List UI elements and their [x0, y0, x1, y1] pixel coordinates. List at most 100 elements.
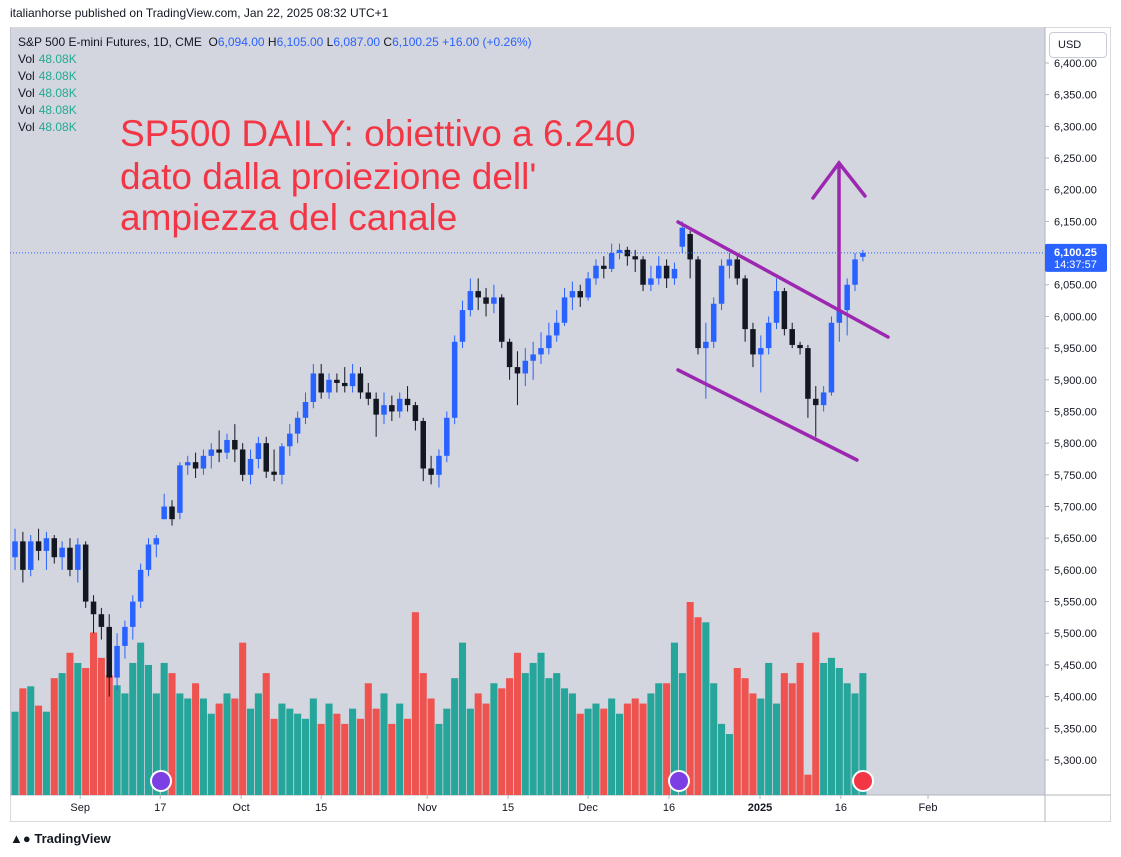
ohlc-line: S&P 500 E-mini Futures, 1D, CME O6,094.0…	[18, 34, 532, 51]
candle-body	[137, 569, 144, 602]
brand: TradingView	[34, 831, 111, 846]
volume-bar	[686, 602, 694, 795]
candle-body	[35, 541, 42, 551]
volume-bar	[576, 713, 584, 795]
candle-body	[255, 443, 262, 459]
currency-button[interactable]: USD	[1049, 32, 1107, 58]
candle-body	[852, 259, 858, 285]
x-tick-label: 2025	[748, 802, 772, 814]
candle-body	[687, 234, 693, 260]
volume-bar	[27, 686, 35, 795]
volume-bar	[254, 693, 262, 795]
candle-body	[813, 398, 819, 406]
annotation: ampiezza del canale	[120, 197, 457, 238]
drawings	[676, 160, 890, 462]
volume-bar	[780, 673, 788, 795]
candle-body	[459, 310, 466, 342]
candle-body	[27, 541, 34, 570]
volume-bar	[749, 693, 757, 795]
volume-bar	[458, 642, 467, 795]
y-tick-label: 5,550.00	[1054, 597, 1097, 609]
vol-value: 48.08K	[38, 120, 77, 134]
volume-bar	[498, 688, 506, 795]
volume-bar	[796, 662, 804, 795]
volume-bar	[710, 683, 718, 795]
volume-bar	[199, 698, 207, 795]
candle-body	[334, 379, 340, 383]
candle-body	[294, 417, 301, 434]
vol-row: Vol 48.08K	[18, 85, 532, 102]
volume-bar	[427, 698, 435, 795]
volume-bar	[490, 683, 498, 795]
y-tick-label: 6,350.00	[1054, 90, 1097, 102]
event-icons	[150, 770, 874, 792]
volume-bar	[513, 652, 521, 795]
volume-bar	[66, 652, 74, 795]
candle-body	[389, 405, 395, 412]
volume-bar	[192, 683, 200, 795]
volume-bar	[506, 678, 514, 795]
candle-body	[200, 455, 207, 469]
volume-bar	[317, 723, 325, 795]
volume-bar	[207, 713, 215, 795]
plot-layer	[10, 62, 1049, 799]
candle-body	[98, 614, 105, 627]
candle-body	[499, 297, 505, 342]
volume-bar	[372, 708, 380, 795]
event-icon	[668, 770, 690, 792]
y-tick-label: 5,750.00	[1054, 470, 1097, 482]
volume-bar	[74, 662, 82, 795]
volume-bar	[474, 693, 482, 795]
volume-bar	[670, 642, 678, 795]
candle-body	[789, 329, 795, 345]
volume-bar	[545, 678, 553, 795]
price-label: 6,100.25	[1054, 247, 1097, 259]
volume-bar	[129, 662, 137, 795]
candle-body	[208, 449, 215, 456]
volume-bar	[772, 703, 781, 795]
candle-body	[365, 392, 372, 399]
candle-body	[585, 278, 591, 298]
volume-bar	[608, 698, 616, 795]
volume-bar	[19, 688, 27, 795]
plot-background	[10, 28, 1045, 795]
candle-body	[781, 291, 788, 330]
volume-bar	[741, 678, 749, 795]
volume-bar	[349, 708, 357, 795]
volume-bar	[239, 642, 247, 795]
volume-bar	[521, 673, 529, 795]
volume-bar	[404, 718, 412, 795]
candle-body	[90, 601, 97, 615]
candle-body	[444, 417, 450, 456]
target-arrow-head	[811, 160, 867, 200]
candle-body	[192, 462, 199, 469]
candle-body	[130, 601, 136, 627]
candle-body	[695, 259, 701, 349]
candle-body	[773, 291, 780, 323]
volume-bar	[231, 698, 239, 795]
candle-body	[67, 547, 73, 570]
published-line: italianhorse published on TradingView.co…	[10, 6, 389, 20]
volume-bar	[482, 703, 490, 795]
candle-body	[326, 379, 332, 393]
candle-body	[569, 291, 576, 298]
vol-row: Vol 48.08K	[18, 119, 532, 136]
volume-bar	[827, 657, 836, 795]
candle-body	[577, 291, 584, 298]
volume-bar	[820, 662, 828, 795]
volume-bar	[286, 708, 294, 795]
candle-body	[224, 439, 230, 453]
candle-body	[561, 297, 568, 323]
volume-bar	[380, 693, 388, 795]
candle-body	[483, 297, 489, 304]
vol-value: 48.08K	[38, 103, 77, 117]
volume-bar	[435, 723, 443, 795]
legend: S&P 500 E-mini Futures, 1D, CME O6,094.0…	[18, 34, 532, 136]
volume-bar	[168, 673, 176, 795]
volume-bar	[50, 678, 58, 795]
candle-body	[750, 329, 756, 355]
candle-body	[247, 458, 254, 475]
annotation: SP500 DAILY: obiettivo a 6.240	[120, 113, 636, 154]
candle-body	[820, 392, 827, 406]
x-tick-label: 15	[502, 802, 514, 814]
